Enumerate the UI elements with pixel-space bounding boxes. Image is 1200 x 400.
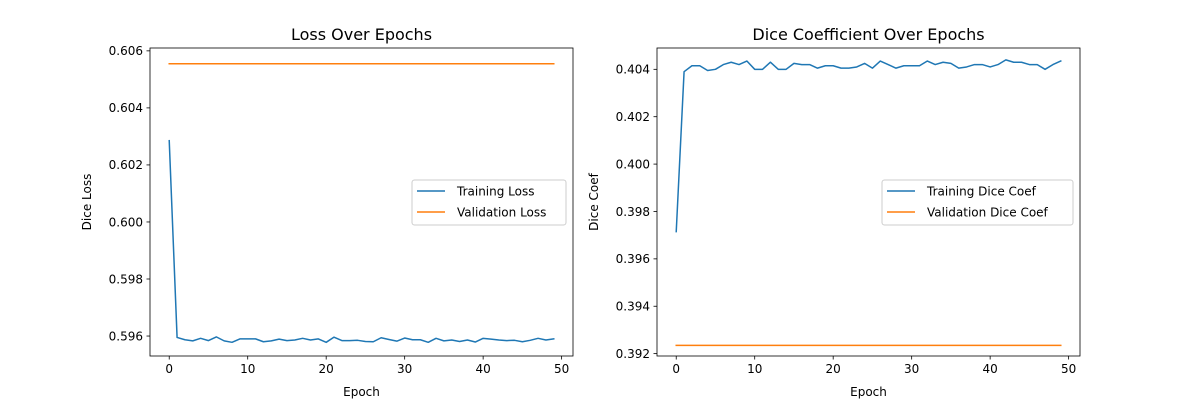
loss-legend-box <box>411 179 567 226</box>
dice-legend-box <box>881 179 1074 226</box>
loss-y-tick-label: 0.596 <box>109 329 143 343</box>
loss-y-tick-label: 0.606 <box>109 44 143 58</box>
dice-y-tick-label: 0.394 <box>616 300 650 314</box>
dice-plot-area: 0 10 20 30 40 50 0.392 0.394 0.396 0.398 0.400 0.40… <box>616 47 1081 376</box>
loss-y-tick-label: 0.604 <box>109 101 143 115</box>
dice-y-axis-label: Dice Coef <box>587 172 601 230</box>
loss-legend: Training Loss Validation Loss <box>411 179 567 226</box>
loss-y-axis-label: Dice Loss <box>80 174 94 231</box>
loss-x-tick-label: 0 <box>165 362 173 376</box>
loss-plot-area: 0 10 20 30 40 50 0.596 0.598 0.600 0.602 0.604 0.60… <box>109 44 574 376</box>
dice-x-tick-label: 40 <box>983 362 998 376</box>
loss-x-tick-label: 40 <box>476 362 491 376</box>
dice-y-tick-label: 0.396 <box>616 252 650 266</box>
loss-x-tick-label: 30 <box>397 362 412 376</box>
loss-y-tick-label: 0.598 <box>109 272 143 286</box>
dice-y-tick-label: 0.402 <box>616 110 650 124</box>
dice-chart-title: Dice Coefficient Over Epochs <box>752 25 984 44</box>
loss-x-tick-label: 50 <box>554 362 569 376</box>
dice-series-training-dice-coef-line <box>675 59 1062 233</box>
loss-y-tick-label: 0.602 <box>109 158 143 172</box>
loss-y-tick-label: 0.600 <box>109 215 143 229</box>
dice-legend-label: Training Dice Coef <box>926 184 1037 198</box>
loss-x-tick-label: 20 <box>319 362 334 376</box>
loss-legend-label: Validation Loss <box>457 205 546 219</box>
dice-x-axis-label: Epoch <box>850 385 887 399</box>
dice-x-tick-label: 30 <box>904 362 919 376</box>
loss-axes-frame <box>149 47 574 357</box>
dice-x-tick-label: 10 <box>747 362 762 376</box>
dice-y-tick-label: 0.392 <box>616 347 650 361</box>
loss-series-training-loss-line <box>168 139 555 344</box>
dice-x-tick-label: 0 <box>672 362 680 376</box>
dice-x-tick-label: 20 <box>826 362 841 376</box>
dice-y-tick-label: 0.404 <box>616 63 650 77</box>
dice-chart: Dice Coefficient Over Epochs 0 10 20 30 40 50… <box>587 25 1081 399</box>
loss-chart-title: Loss Over Epochs <box>291 25 432 44</box>
dice-y-tick-label: 0.400 <box>616 157 650 171</box>
loss-x-axis-label: Epoch <box>343 385 380 399</box>
loss-legend-label: Training Loss <box>456 184 534 198</box>
loss-x-tick-label: 10 <box>240 362 255 376</box>
dice-y-tick-label: 0.398 <box>616 205 650 219</box>
dice-legend: Training Dice Coef Validation Dice Coef <box>881 179 1074 226</box>
loss-chart: Loss Over Epochs 0 10 20 30 40 50 0.596 0.598 0.… <box>80 25 574 399</box>
dice-axes-frame <box>656 47 1081 357</box>
dice-legend-label: Validation Dice Coef <box>927 205 1049 219</box>
dice-x-tick-label: 50 <box>1061 362 1076 376</box>
